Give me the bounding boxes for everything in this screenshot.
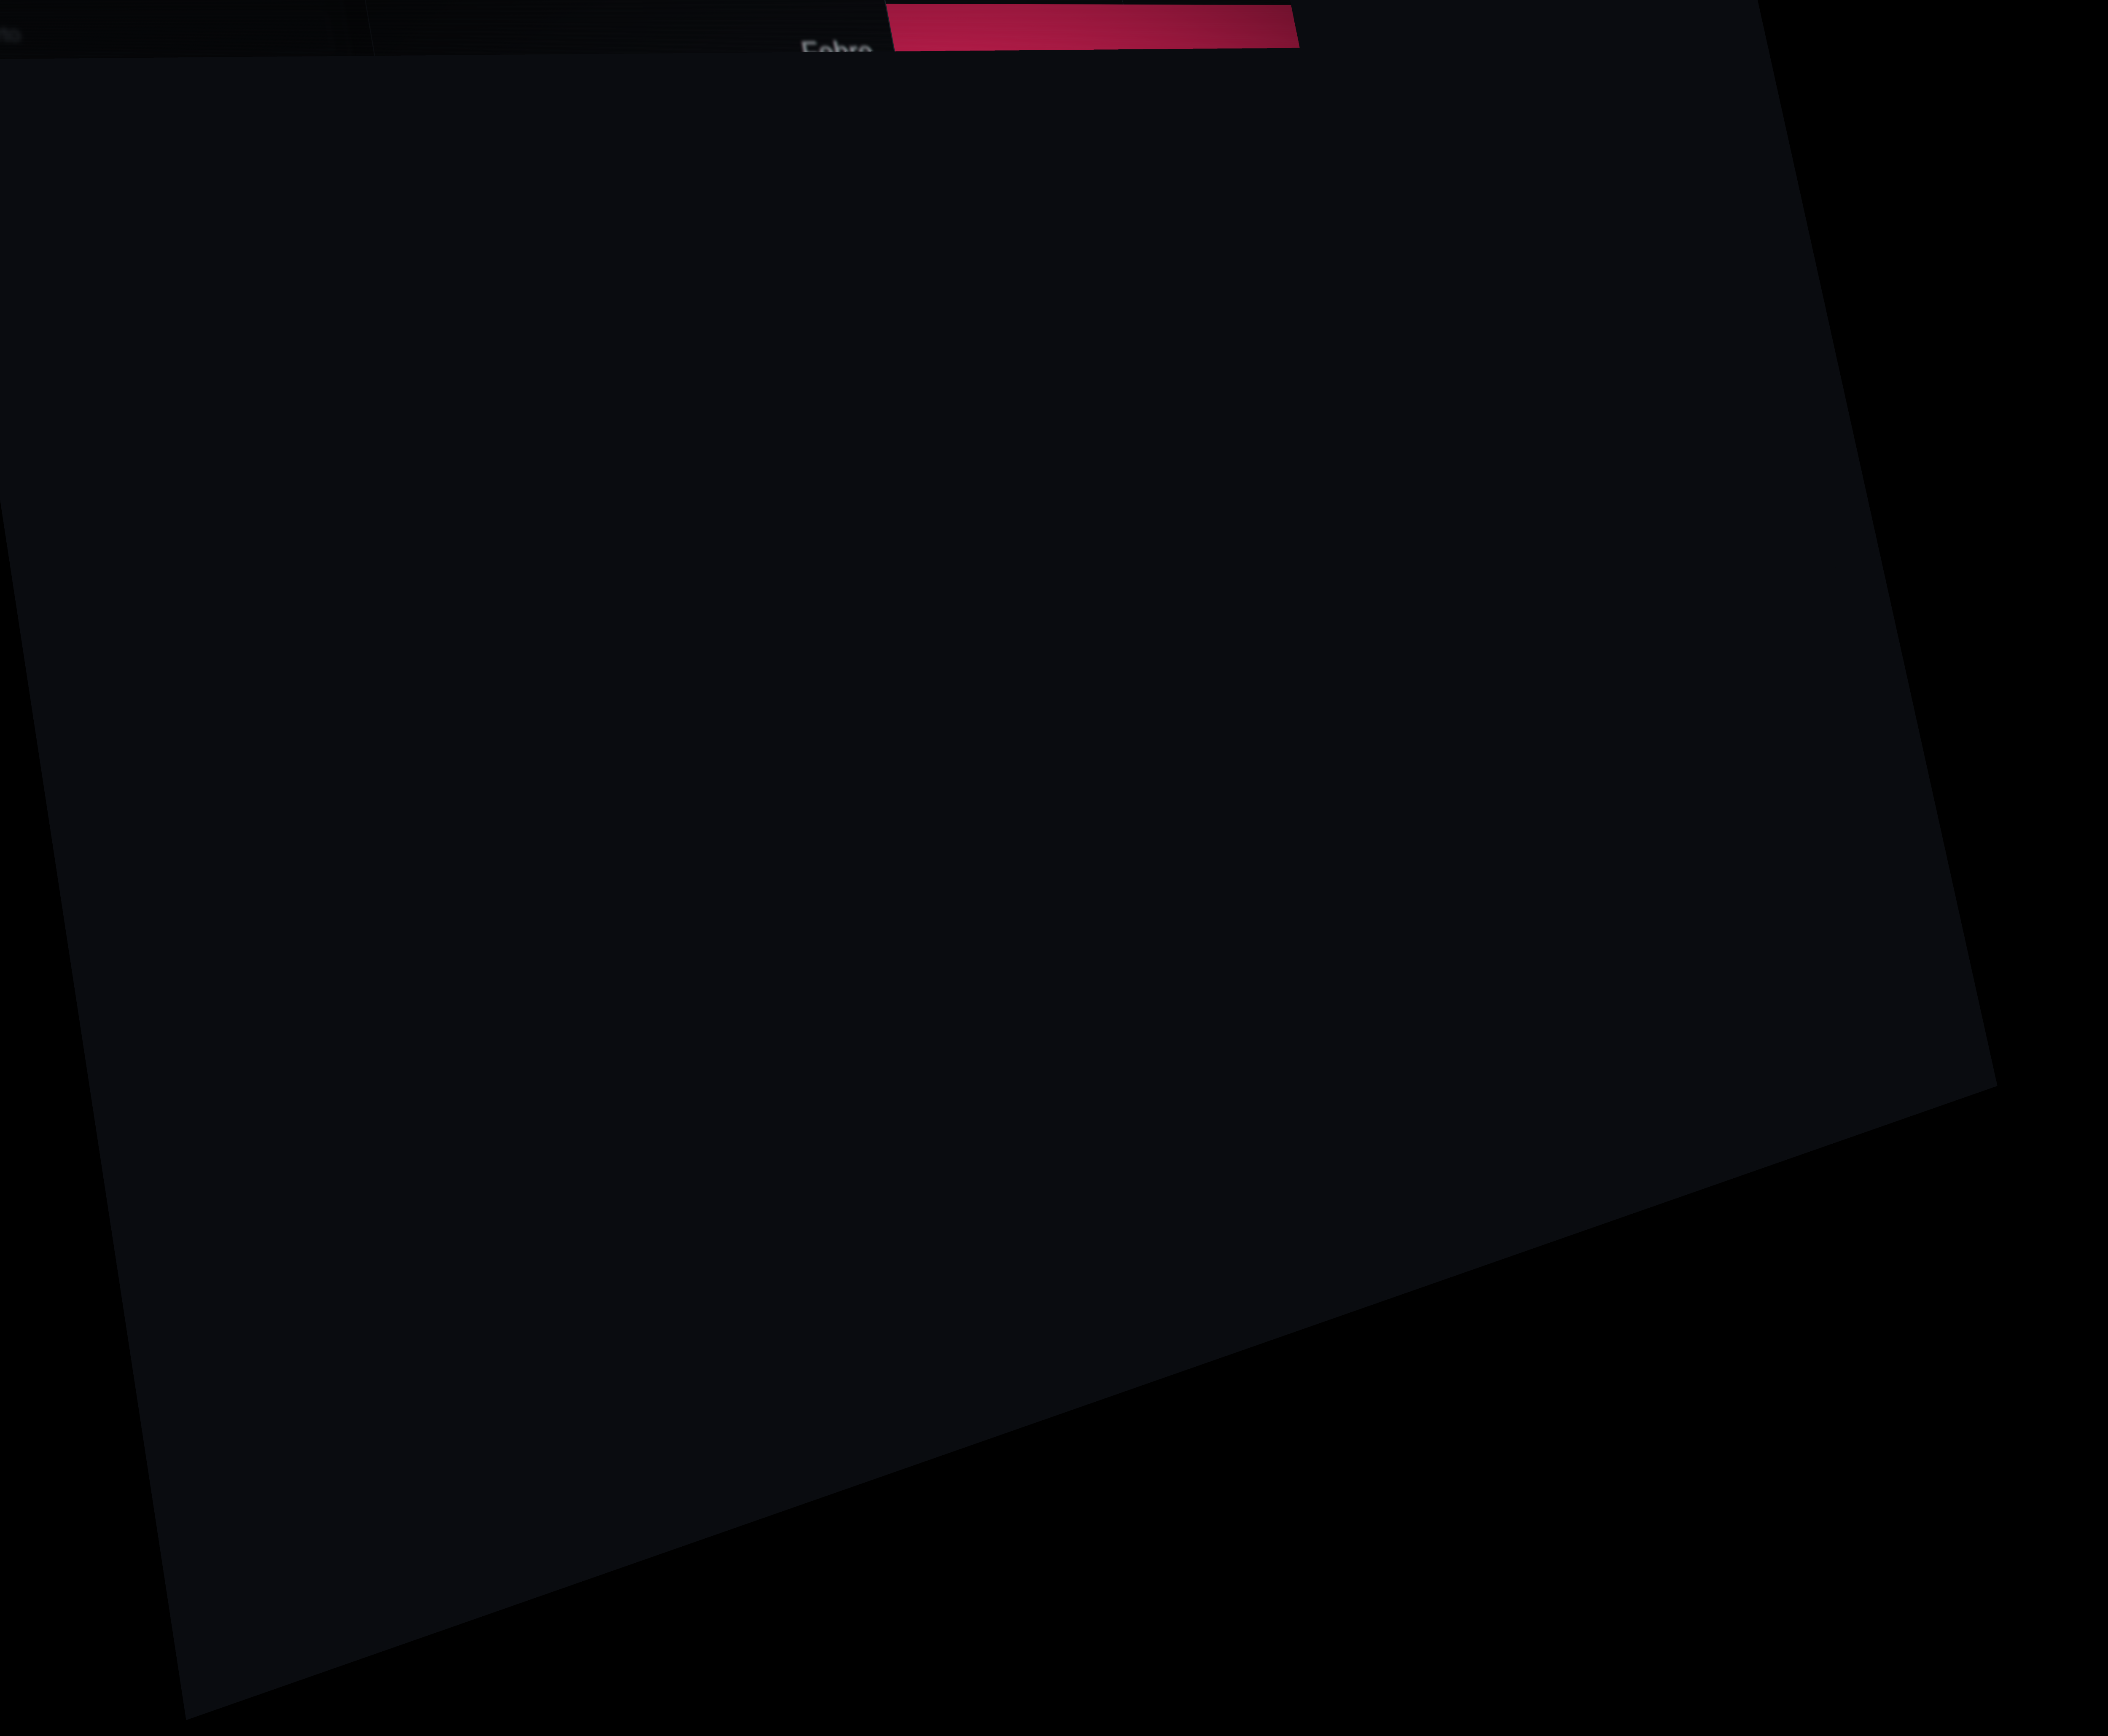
bar-category-label: Dores Musculares xyxy=(689,285,923,338)
axis-tick xyxy=(952,428,966,431)
axis-tick xyxy=(1000,684,1014,688)
divider xyxy=(0,1,326,3)
sidebar-item-4[interactable]: Coimbra xyxy=(0,193,365,253)
bar-category-label: Anosmia xyxy=(907,798,1020,858)
axis-tick xyxy=(928,302,942,304)
sidebar-item-2[interactable]: Lisboa xyxy=(0,72,344,122)
tab-label: Tipo de Contágio xyxy=(811,939,1031,1027)
plot-area: Febre 4,280 Tosse 4,094 Dores Musculares 4,32… xyxy=(883,0,1848,879)
sidebar-item-3[interactable]: Braga xyxy=(0,132,355,187)
divider xyxy=(0,62,336,67)
bar-value-label: 3,210 xyxy=(1592,452,1648,492)
bar-value-label: 2,372 xyxy=(1478,580,1539,624)
sidebar-item-label: Braga xyxy=(0,142,342,177)
tab-label: Grupo Etário xyxy=(1438,953,1574,1024)
bar-value-label: 4,326 xyxy=(1698,231,1750,265)
bar-category-label: Fraqueza Generalizada xyxy=(665,539,971,618)
tab-sintomas[interactable]: Sintomas xyxy=(603,997,780,1093)
bar-row[interactable]: Febre 4,280 xyxy=(886,4,1712,102)
bar[interactable] xyxy=(909,107,1662,227)
axis-tick xyxy=(882,53,895,54)
axis-tick xyxy=(1025,814,1039,818)
sidebar-item-label: Lisboa xyxy=(0,82,332,111)
symptoms-card: Sintomas Registados Febre4,280Tosse4,094… xyxy=(333,0,1922,1274)
divider xyxy=(0,123,346,132)
bar-category-label: Cefaleias xyxy=(826,411,947,460)
bar[interactable] xyxy=(886,4,1657,102)
bar-value-label: 4,094 xyxy=(1659,131,1712,164)
axis-tick xyxy=(976,556,990,559)
bar-category-label: Tosse xyxy=(822,159,900,198)
dashboard-screen: Confirmados Vila Nova de Gaia Porto Lisb… xyxy=(0,0,1998,1720)
bar[interactable] xyxy=(1029,717,1288,866)
bar-row[interactable]: Tosse 4,094 xyxy=(909,105,1734,227)
bar-category-label: Dificuldade Respiratória xyxy=(685,668,995,758)
sidebar-item-label: Porto xyxy=(0,21,322,46)
sidebar-footer-title: Evolução de Casos Suspeitos xyxy=(0,339,389,417)
bar-value-label: 3,908 xyxy=(1675,336,1729,372)
bar-value-label: 4,280 xyxy=(1654,30,1706,62)
axis-tick xyxy=(905,177,919,179)
bar-category-label: Febre xyxy=(799,35,877,71)
sidebar-item-1[interactable]: Porto xyxy=(0,12,334,57)
monitor-stage: Confirmados Vila Nova de Gaia Porto Lisb… xyxy=(0,0,2108,1538)
bar-value-label: 1,180 xyxy=(1287,733,1355,782)
tab-tipo-de-contagio[interactable]: Tipo de Contágio xyxy=(811,932,1065,1043)
sidebar-item-label: Coimbra xyxy=(0,203,353,242)
